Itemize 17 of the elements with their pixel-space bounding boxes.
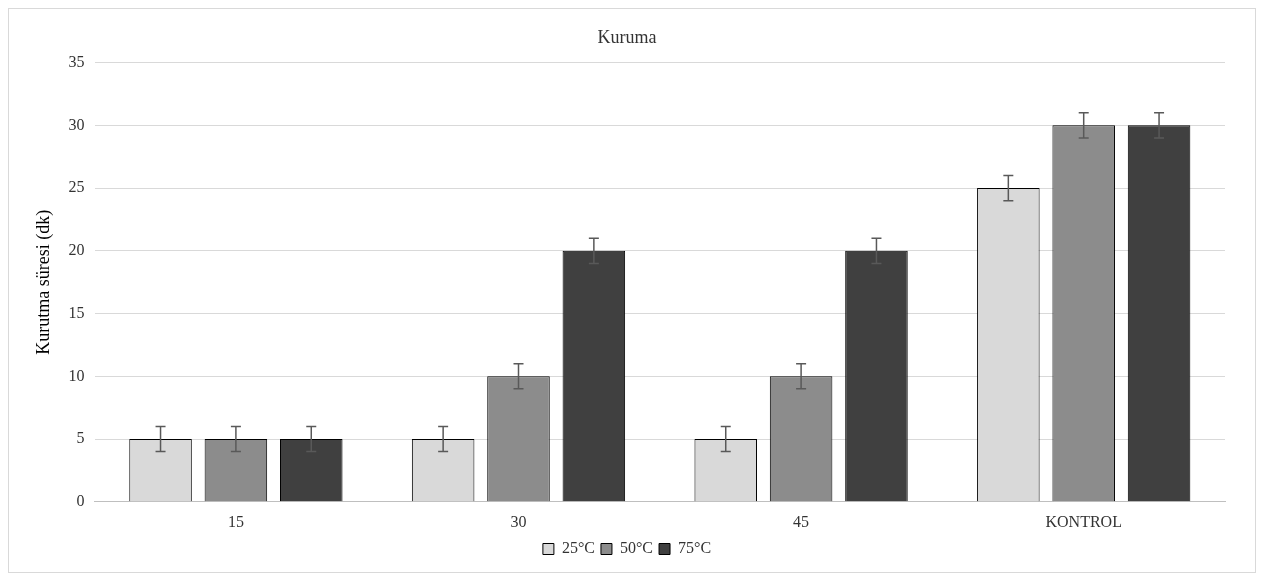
y-tick-label: 35 [68,52,85,70]
y-tick-label: 25 [68,178,85,196]
y-axis-title: Kurutma süresi (dk) [32,209,54,355]
legend-label: 75°C [678,539,712,557]
y-tick-label: 10 [68,366,85,384]
y-tick-label: 5 [76,429,85,447]
x-tick-label: KONTROL [1045,512,1122,530]
y-tick-label: 15 [68,303,85,321]
y-tick-label: 20 [68,241,85,259]
legend-label: 50°C [619,539,654,557]
legend-label: 25°C [561,539,595,557]
x-tick-label: 30 [510,512,527,530]
y-tick-label: 0 [76,492,85,509]
y-tick-label: 30 [68,115,85,133]
x-tick-label: 15 [227,512,244,530]
x-tick-label: 45 [793,512,810,530]
chart-title: Kuruma [597,26,657,47]
